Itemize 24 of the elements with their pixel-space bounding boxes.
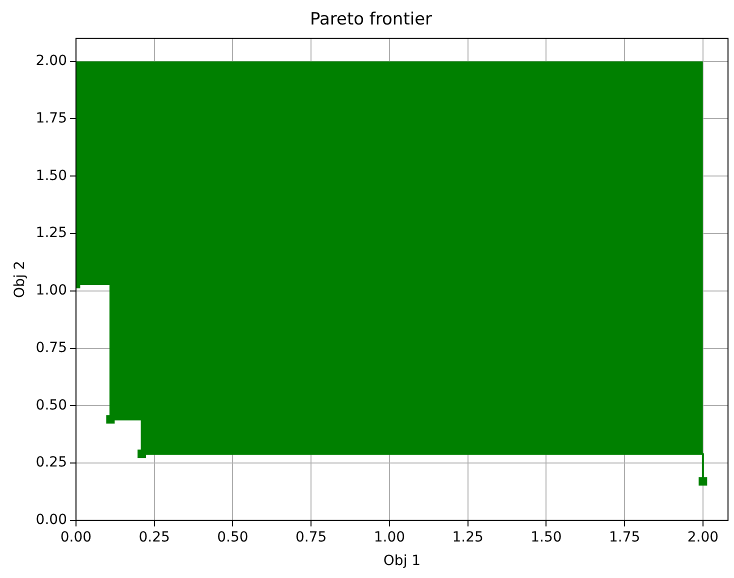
x-tick-label: 2.00 bbox=[687, 529, 719, 546]
chart-title: Pareto frontier bbox=[310, 10, 432, 30]
y-tick-label: 0.25 bbox=[36, 454, 67, 471]
y-tick-label: 1.75 bbox=[36, 110, 67, 126]
x-tick-label: 0.25 bbox=[138, 529, 170, 546]
y-tick-label: 0.75 bbox=[36, 340, 67, 356]
point bbox=[106, 415, 115, 424]
x-tick-label: 0.75 bbox=[295, 529, 327, 546]
x-tick-label: 0.50 bbox=[217, 529, 248, 546]
x-tick-label: 1.50 bbox=[530, 529, 562, 546]
x-tick-label: 1.00 bbox=[374, 529, 406, 546]
y-tick-label: 0.50 bbox=[36, 397, 67, 414]
point bbox=[698, 477, 708, 486]
point bbox=[138, 450, 146, 458]
x-tick-label: 1.75 bbox=[608, 529, 640, 546]
y-tick-label: 0.00 bbox=[36, 512, 67, 528]
x-tick-label: 0.00 bbox=[60, 529, 92, 546]
y-tick-label: 1.25 bbox=[36, 225, 67, 242]
y-tick-label: 1.00 bbox=[36, 282, 67, 299]
x-tick-label: 1.25 bbox=[452, 529, 484, 546]
y-tick-label: 1.50 bbox=[36, 168, 67, 184]
y-axis-title: Obj 2 bbox=[12, 260, 28, 298]
y-tick-label: 2.00 bbox=[36, 52, 67, 69]
x-axis-title: Obj 1 bbox=[383, 553, 421, 570]
